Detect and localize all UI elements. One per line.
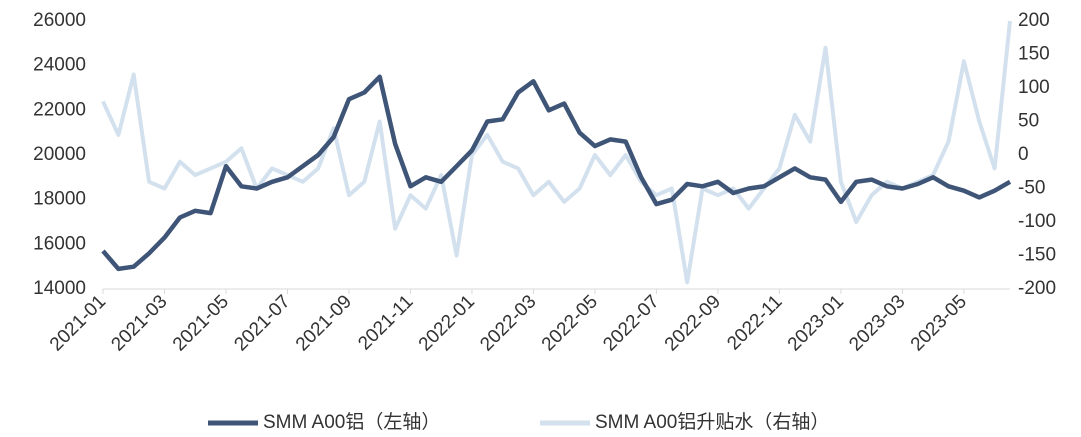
y-tick-label: 22000 [33, 99, 86, 120]
x-tick-label: 2021-05 [169, 291, 233, 355]
legend-label: SMM A00铝（左轴） [263, 411, 440, 433]
x-tick-label: 2021-09 [292, 291, 356, 355]
y-tick-label: 14000 [33, 278, 86, 299]
y2-tick-label: 150 [1018, 44, 1050, 65]
y2-tick-label: -50 [1018, 178, 1045, 199]
y-tick-label: 24000 [33, 55, 86, 76]
y2-tick-label: -100 [1018, 211, 1056, 232]
y-tick-label: 18000 [33, 189, 86, 210]
x-tick-label: 2022-07 [599, 291, 663, 355]
x-tick-label: 2023-01 [784, 291, 848, 355]
x-tick-label: 2022-01 [415, 291, 479, 355]
x-tick-label: 2022-11 [723, 291, 786, 354]
y2-tick-label: 100 [1018, 77, 1050, 98]
x-tick-label: 2021-07 [230, 291, 294, 355]
y-tick-label: 16000 [33, 233, 86, 254]
y-tick-label: 20000 [33, 144, 86, 165]
x-tick-label: 2022-03 [476, 291, 540, 355]
x-tick-label: 2021-11 [354, 291, 417, 354]
line-series [101, 20, 1012, 285]
x-tick-label: 2023-03 [845, 291, 909, 355]
x-tick-label: 2022-09 [661, 291, 725, 355]
y2-tick-label: -200 [1018, 278, 1056, 299]
x-tick-label: 2021-01 [46, 291, 110, 355]
x-tick-label: 2021-03 [107, 291, 171, 355]
y2-tick-label: 50 [1018, 111, 1039, 132]
line-series [101, 74, 1012, 272]
y2-tick-label: -150 [1018, 245, 1056, 266]
y-tick-label: 26000 [33, 10, 86, 31]
y2-tick-label: 0 [1018, 144, 1029, 165]
legend-label: SMM A00铝升贴水（右轴） [595, 411, 829, 433]
x-tick-label: 2023-05 [907, 291, 971, 355]
x-tick-label: 2022-05 [538, 291, 602, 355]
y2-tick-label: 200 [1018, 10, 1050, 31]
